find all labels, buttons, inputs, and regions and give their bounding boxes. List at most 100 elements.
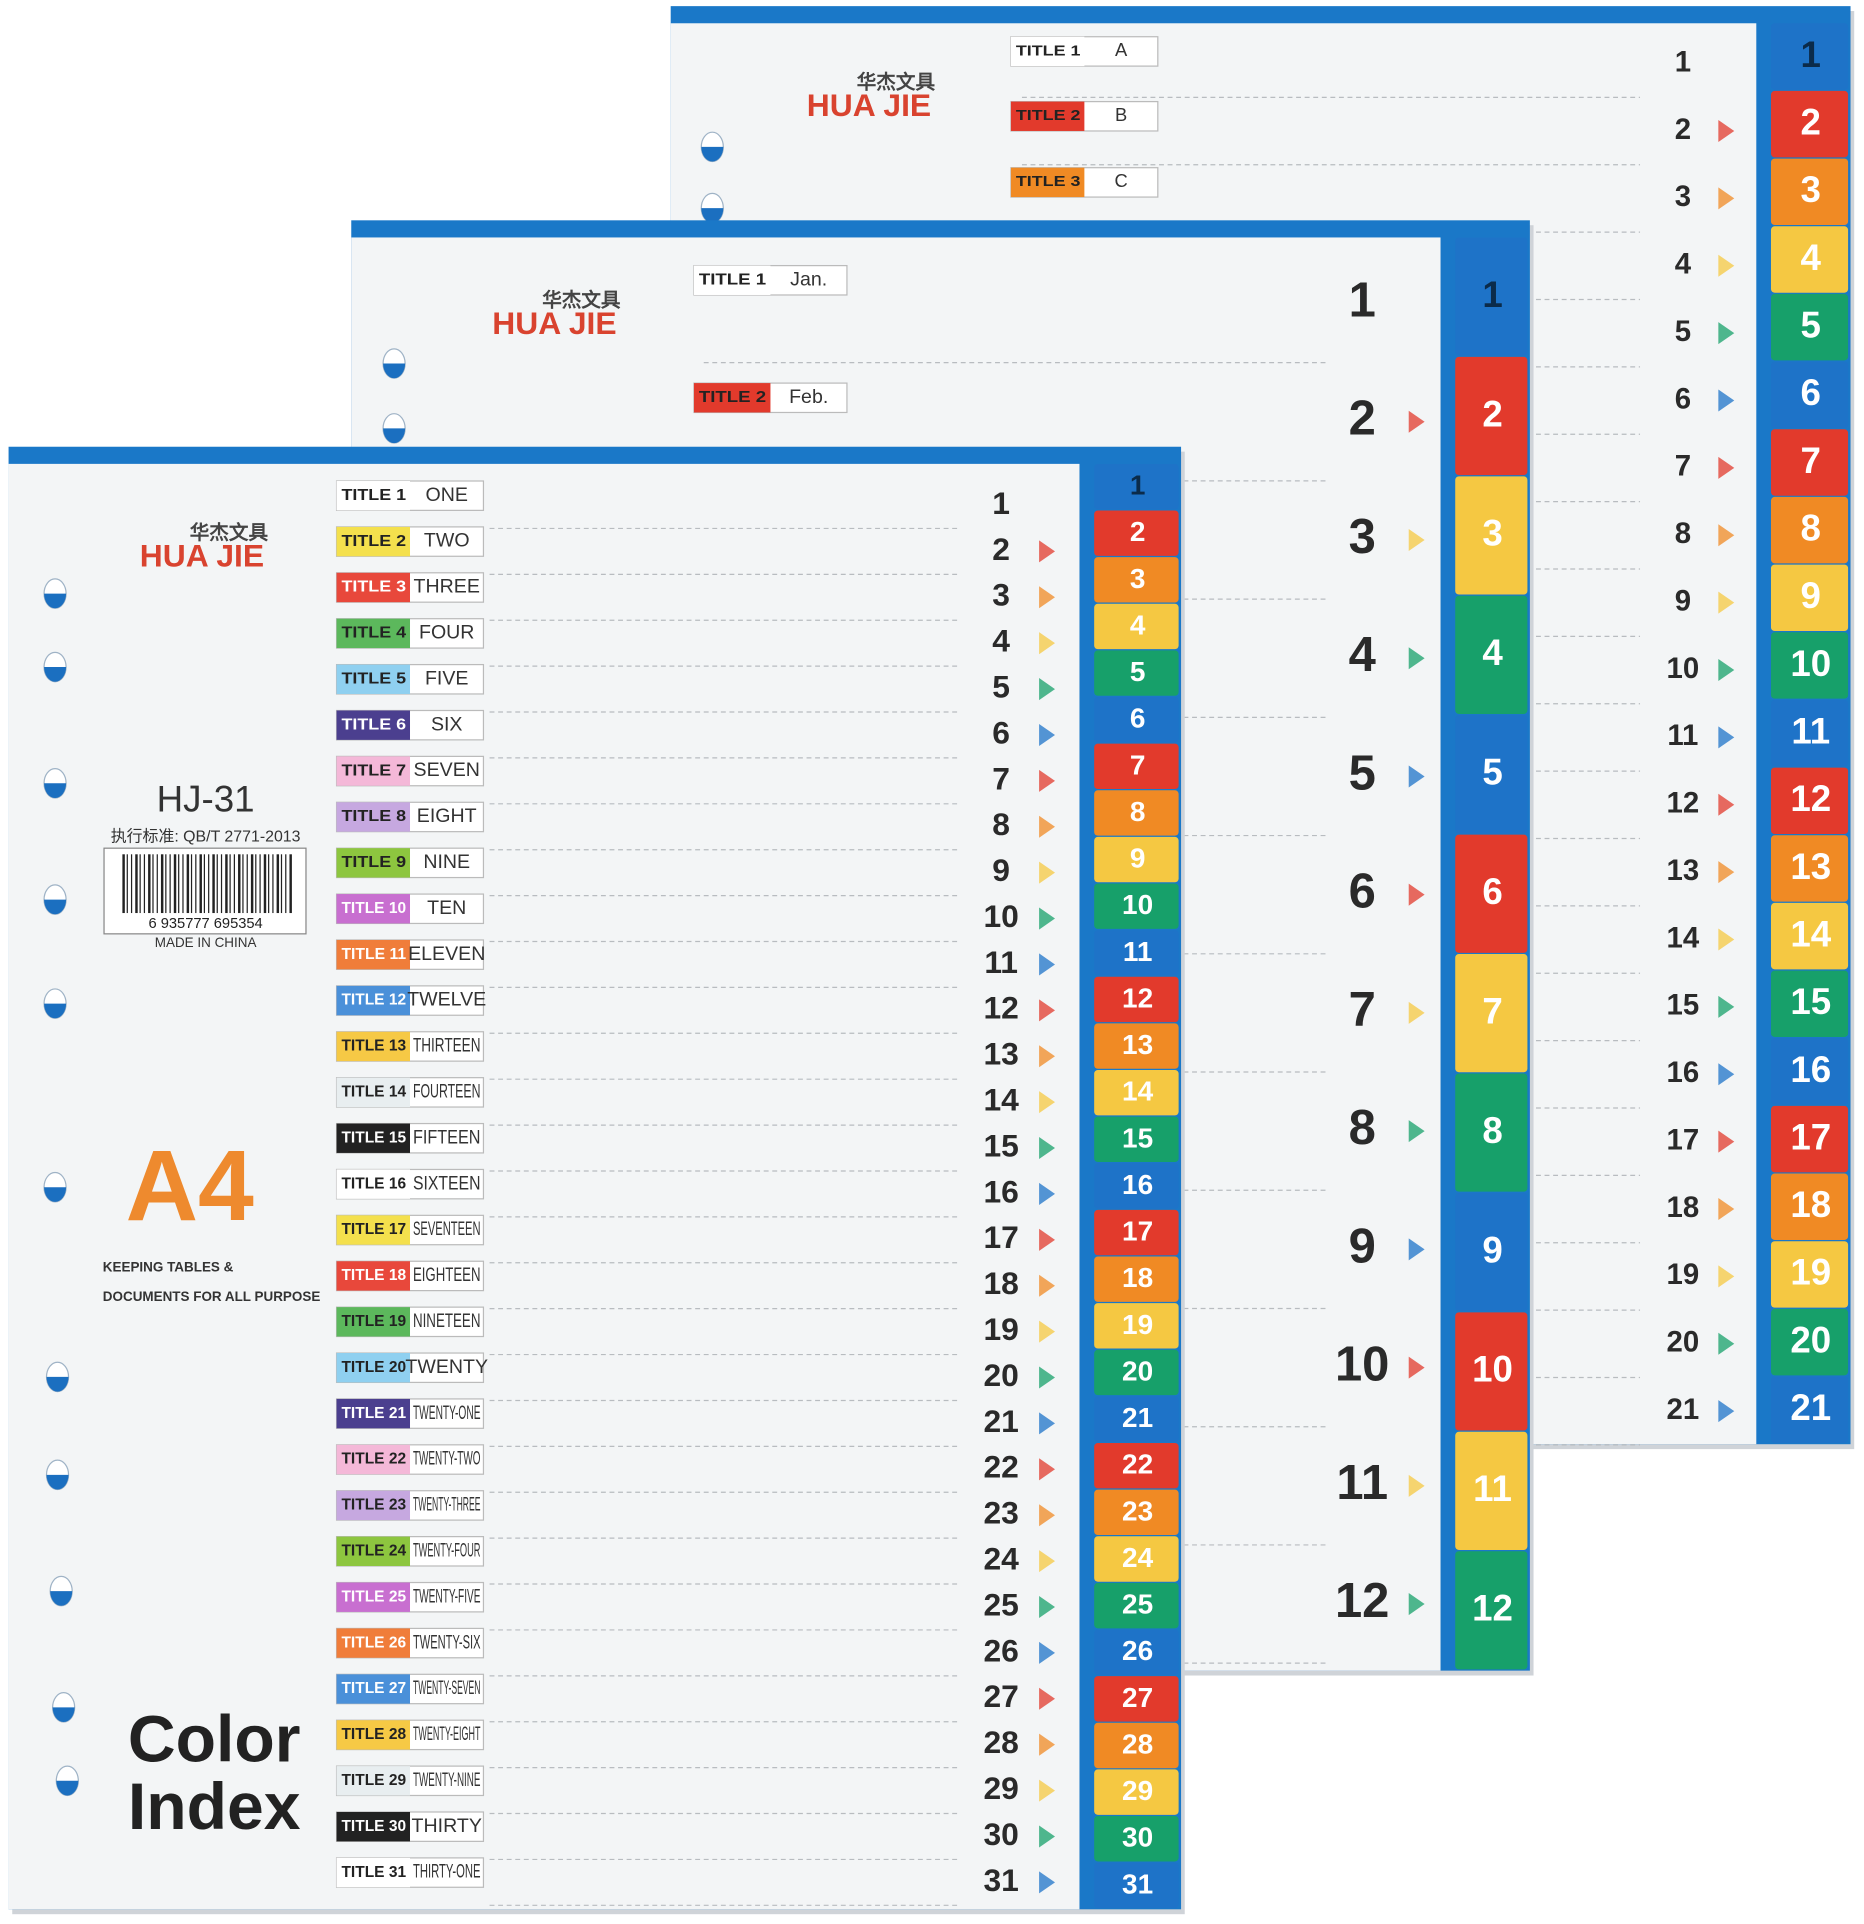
tab-number: 15 bbox=[1790, 981, 1831, 1022]
tab-number: 9 bbox=[1130, 843, 1146, 874]
tab-number: 20 bbox=[1790, 1319, 1831, 1360]
title-text: C bbox=[1114, 170, 1127, 191]
row-number: 4 bbox=[1349, 628, 1376, 682]
index-tab bbox=[1094, 1582, 1179, 1629]
title-label: TITLE 30 bbox=[341, 1818, 406, 1835]
tab-number: 10 bbox=[1122, 889, 1153, 920]
title-label-bg bbox=[336, 1628, 411, 1658]
tab-number: 16 bbox=[1790, 1049, 1831, 1090]
index-tab bbox=[1094, 510, 1179, 556]
title-text: FOURTEEN bbox=[413, 1081, 481, 1103]
index-tab bbox=[1770, 1038, 1849, 1105]
tab-number: 14 bbox=[1122, 1076, 1154, 1107]
index-tab bbox=[1094, 1489, 1179, 1536]
title-label-bg bbox=[336, 1582, 411, 1612]
punch-hole-shade bbox=[46, 1474, 69, 1490]
tab-number: 11 bbox=[1123, 936, 1153, 967]
row-arrow bbox=[1408, 410, 1425, 433]
tab-number: 13 bbox=[1790, 846, 1831, 887]
row-arrow bbox=[1039, 1871, 1056, 1894]
row-arrow bbox=[1718, 1400, 1735, 1423]
row-arrow bbox=[1039, 1137, 1056, 1160]
index-tab bbox=[1770, 429, 1849, 496]
tab-number: 25 bbox=[1122, 1589, 1153, 1620]
row-arrow bbox=[1039, 632, 1056, 655]
row-number: 18 bbox=[1667, 1191, 1700, 1224]
title-text: TWENTY bbox=[405, 1356, 488, 1378]
row-number: 12 bbox=[1667, 787, 1700, 820]
row-arrow bbox=[1039, 1504, 1056, 1527]
tab-number: 12 bbox=[1122, 982, 1153, 1013]
row-number: 31 bbox=[983, 1862, 1018, 1898]
punch-hole-shade bbox=[46, 1376, 69, 1392]
title-label-bg bbox=[336, 664, 411, 694]
tab-number: 1 bbox=[1130, 470, 1146, 501]
title-label: TITLE 4 bbox=[341, 625, 406, 642]
tab-number: 8 bbox=[1801, 507, 1821, 548]
index-tab bbox=[1094, 743, 1179, 790]
row-arrow bbox=[1039, 861, 1056, 884]
barcode-bar bbox=[289, 854, 292, 914]
row-arrow bbox=[1718, 1198, 1735, 1221]
title-text: THIRTEEN bbox=[413, 1035, 481, 1057]
tagline: DOCUMENTS FOR ALL PURPOSE bbox=[103, 1289, 321, 1304]
title-text: SEVEN bbox=[414, 759, 480, 781]
punch-hole-shade bbox=[56, 1780, 79, 1796]
barcode-bar bbox=[135, 854, 138, 914]
tab-number: 12 bbox=[1472, 1588, 1513, 1629]
row-arrow bbox=[1039, 815, 1056, 838]
row-arrow bbox=[1408, 1001, 1425, 1024]
title-text: FOUR bbox=[419, 622, 474, 644]
title-label-bg bbox=[336, 1077, 411, 1108]
index-tab bbox=[1455, 954, 1528, 1073]
title-label: TITLE 3 bbox=[341, 579, 406, 596]
tab-number: 26 bbox=[1122, 1635, 1153, 1666]
tab-number: 5 bbox=[1482, 752, 1502, 793]
row-arrow bbox=[1039, 1045, 1056, 1068]
title-label-bg bbox=[336, 1031, 411, 1062]
title-label: TITLE 2 bbox=[1016, 108, 1081, 124]
row-number: 8 bbox=[1675, 517, 1691, 550]
row-number: 10 bbox=[983, 898, 1018, 934]
title-label: TITLE 1 bbox=[341, 487, 406, 504]
title-label: TITLE 18 bbox=[341, 1267, 406, 1284]
tab-number: 28 bbox=[1122, 1728, 1153, 1759]
barcode-bar bbox=[152, 854, 154, 914]
tab-number: 31 bbox=[1122, 1868, 1153, 1899]
row-number: 22 bbox=[983, 1449, 1018, 1485]
row-number: 7 bbox=[1349, 983, 1376, 1037]
row-arrow bbox=[1718, 254, 1735, 277]
barcode-bar bbox=[199, 854, 202, 914]
row-number: 11 bbox=[1667, 719, 1698, 752]
title-label-bg bbox=[336, 1123, 411, 1153]
row-number: 13 bbox=[1667, 854, 1700, 887]
row-arrow bbox=[1718, 187, 1735, 210]
title-label: TITLE 5 bbox=[341, 670, 406, 687]
row-number: 20 bbox=[983, 1357, 1018, 1393]
title-label: TITLE 23 bbox=[341, 1497, 406, 1514]
title-label: TITLE 25 bbox=[341, 1588, 406, 1605]
row-arrow bbox=[1039, 769, 1056, 792]
row-arrow bbox=[1718, 861, 1735, 884]
standard: 执行标准: QB/T 2771-2013 bbox=[111, 827, 301, 845]
title-label: TITLE 21 bbox=[341, 1405, 406, 1422]
row-arrow bbox=[1408, 1474, 1425, 1497]
title-label: TITLE 9 bbox=[341, 854, 406, 871]
title-label: TITLE 6 bbox=[341, 716, 406, 733]
title-label: TITLE 11 bbox=[341, 946, 406, 963]
title-label: TITLE 2 bbox=[699, 389, 766, 406]
brand: HUA JIE bbox=[492, 305, 616, 341]
row-number: 14 bbox=[983, 1082, 1019, 1118]
tab-number: 29 bbox=[1122, 1775, 1153, 1806]
title-text: THREE bbox=[414, 576, 480, 598]
title-label: TITLE 17 bbox=[341, 1221, 406, 1238]
title-label-bg bbox=[336, 1536, 411, 1566]
tab-number: 17 bbox=[1790, 1116, 1831, 1157]
row-number: 21 bbox=[1667, 1393, 1700, 1426]
row-number: 25 bbox=[983, 1586, 1018, 1622]
index-tab bbox=[1094, 1303, 1179, 1349]
row-arrow bbox=[1039, 953, 1056, 976]
title-label-bg bbox=[336, 1169, 411, 1199]
index-tab bbox=[1770, 767, 1849, 835]
title-label-bg bbox=[336, 756, 411, 786]
